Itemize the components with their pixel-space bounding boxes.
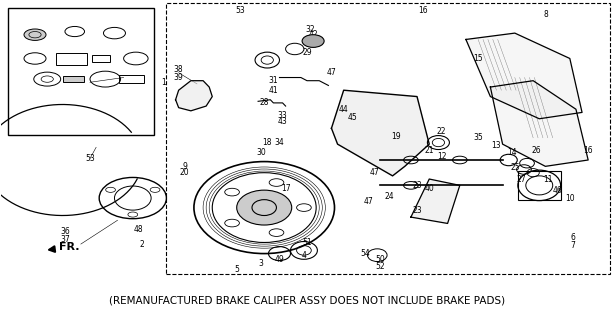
Text: 32: 32 [305,25,315,35]
Polygon shape [411,179,460,223]
Bar [63,76,84,82]
Text: 54: 54 [360,249,370,258]
Text: 16: 16 [583,146,593,155]
Text: 19: 19 [391,132,400,141]
Text: 42: 42 [308,30,318,39]
Text: 33: 33 [278,111,287,120]
Text: 18: 18 [263,138,272,147]
Text: 52: 52 [376,262,385,271]
Text: 46: 46 [553,186,562,195]
Text: 45: 45 [348,113,358,122]
Text: 7: 7 [570,241,575,250]
Text: 51: 51 [302,238,312,247]
Text: 13: 13 [492,141,501,150]
Text: 14: 14 [507,148,516,156]
Text: 43: 43 [278,117,287,126]
Ellipse shape [302,35,324,47]
Bar [56,53,87,65]
Bar [119,75,144,83]
Text: 28: 28 [260,99,269,108]
Text: 39: 39 [174,73,184,82]
Polygon shape [491,81,588,166]
Text: 44: 44 [339,105,349,114]
Text: 29: 29 [302,48,312,57]
Text: 8: 8 [543,10,548,19]
Text: 49: 49 [274,255,284,264]
Text: 21: 21 [424,146,434,155]
Text: 50: 50 [376,255,385,264]
Text: 27: 27 [516,174,526,184]
Bar [92,55,110,62]
Text: 53: 53 [235,6,244,15]
Text: 1: 1 [161,78,166,87]
Text: 2: 2 [139,240,144,249]
Text: 26: 26 [531,146,541,155]
Text: 30: 30 [259,192,269,201]
Text: 53: 53 [85,154,95,163]
Text: 9: 9 [182,162,187,171]
Text: 11: 11 [543,174,553,184]
Text: 25: 25 [510,164,519,172]
Text: 24: 24 [385,192,394,201]
Text: 48: 48 [134,225,144,234]
Bar [518,171,561,200]
Polygon shape [332,90,429,176]
Text: 47: 47 [327,68,336,77]
Text: 30: 30 [256,148,266,156]
Text: 20: 20 [180,168,190,177]
Text: 17: 17 [281,184,290,193]
Text: 10: 10 [565,194,575,203]
Text: 31: 31 [268,76,278,85]
Text: 23: 23 [412,206,422,215]
Text: FR.: FR. [49,242,80,252]
Text: 41: 41 [268,86,278,95]
Text: 22: 22 [437,127,446,136]
Text: 6: 6 [570,233,575,242]
Text: 38: 38 [174,65,184,74]
Text: 4: 4 [301,251,306,260]
Text: 34: 34 [274,138,284,147]
Text: (REMANUFACTURED BRAKE CALIPER ASSY DOES NOT INCLUDE BRAKE PADS): (REMANUFACTURED BRAKE CALIPER ASSY DOES … [109,296,505,306]
Text: 35: 35 [473,133,483,142]
Text: 12: 12 [437,152,446,161]
Text: 3: 3 [258,259,263,268]
Text: 23: 23 [412,181,422,190]
Text: 5: 5 [235,265,239,274]
Text: 15: 15 [473,54,483,63]
Text: 16: 16 [418,6,428,15]
Text: 36: 36 [61,227,71,236]
Text: 47: 47 [370,168,379,177]
Polygon shape [176,81,212,111]
Ellipse shape [237,190,292,225]
Circle shape [24,29,46,40]
Text: 37: 37 [61,235,71,244]
Polygon shape [466,33,582,119]
Text: 40: 40 [424,184,434,193]
Text: 47: 47 [363,197,373,206]
